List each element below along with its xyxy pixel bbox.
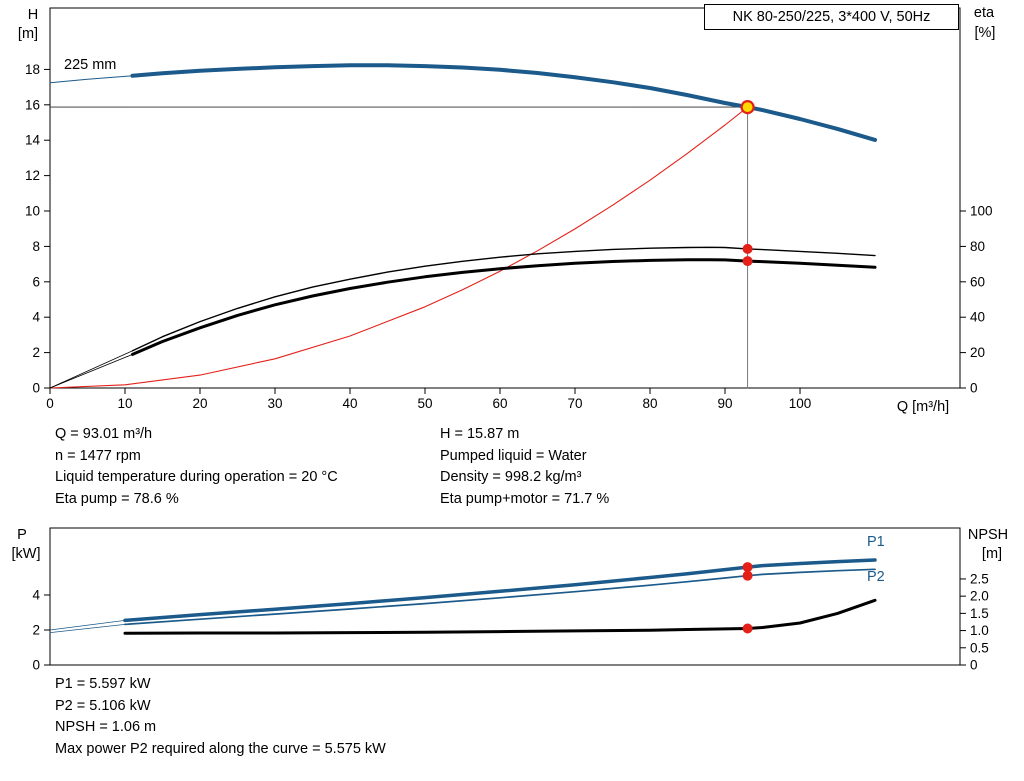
tick-label: 6 xyxy=(32,274,40,289)
p2-curve xyxy=(124,568,876,626)
y-left-axis-title-line2: [m] xyxy=(18,26,38,42)
info-line-pumped-liquid: Pumped liquid = Water xyxy=(440,447,587,464)
tick-label: 18 xyxy=(25,62,40,77)
system-curve xyxy=(49,106,749,389)
p2-lead xyxy=(49,624,126,633)
eta-pump-motor-point xyxy=(742,256,753,267)
p2-curve-label: P2 xyxy=(867,569,885,585)
info-line-npsh: NPSH = 1.06 m xyxy=(55,719,157,735)
tick-label: 12 xyxy=(25,168,40,183)
info-line-head: H = 15.87 m xyxy=(440,426,520,442)
tick-label: 90 xyxy=(718,396,733,411)
p-axis-title-line2: [kW] xyxy=(12,546,41,562)
head-curve xyxy=(130,63,877,142)
tick-label: 0.5 xyxy=(970,640,989,655)
tick-label: 80 xyxy=(643,396,658,411)
eta-pump-point xyxy=(742,243,753,254)
tick-label: 30 xyxy=(267,396,282,411)
tick-label: 2.5 xyxy=(970,571,989,586)
tick-label: 16 xyxy=(25,97,40,112)
tick-label: 4 xyxy=(32,310,40,325)
tick-label: 0 xyxy=(32,658,40,673)
p1-lead xyxy=(49,620,126,631)
tick-label: 8 xyxy=(32,239,40,254)
p1-curve-label: P1 xyxy=(867,534,885,550)
hq-eta-chart: 0 2 4 6 8 10 12 14 16 18 0 20 40 60 80 100 0 10 20 30 40 50 60… xyxy=(18,5,996,415)
tick-label: 50 xyxy=(417,396,432,411)
npsh-point xyxy=(742,623,753,634)
y-right-axis-title-line1: eta xyxy=(974,5,995,21)
tick-label: 2.0 xyxy=(970,589,989,604)
p-axis-title-line1: P xyxy=(17,527,27,543)
tick-label: 70 xyxy=(567,396,582,411)
npsh-axis-title-line1: NPSH xyxy=(968,527,1008,543)
p1-curve xyxy=(123,558,877,623)
info-line-speed: n = 1477 rpm xyxy=(55,447,141,464)
power-info-column: P1 = 5.597 kW P2 = 5.106 kW NPSH = 1.06 … xyxy=(55,674,386,760)
npsh-curve xyxy=(123,598,877,635)
eta-pump-lead xyxy=(49,350,133,389)
duty-point xyxy=(740,100,755,115)
tick-label: 14 xyxy=(25,133,41,148)
tick-label: 60 xyxy=(970,274,985,289)
tick-label: 40 xyxy=(970,310,985,325)
info-line-eta-pump: Eta pump = 78.6 % xyxy=(55,490,179,507)
p1-point xyxy=(742,562,753,573)
tick-label: 80 xyxy=(970,239,985,254)
power-npsh-chart: 0 2 4 0 0.5 1.0 1.5 2.0 2.5 P [kW] NPSH [m] P1 P2 xyxy=(12,527,1009,673)
power-npsh-chart-frame xyxy=(49,527,961,666)
npsh-axis-title-line2: [m] xyxy=(982,546,1002,562)
tick-label: 10 xyxy=(117,396,132,411)
tick-label: 0 xyxy=(970,658,978,673)
info-line-eta-pump-motor: Eta pump+motor = 71.7 % xyxy=(440,490,610,507)
hq-eta-chart-frame xyxy=(49,7,961,389)
pump-type-box: NK 80-250/225, 3*400 V, 50Hz xyxy=(704,4,959,30)
head-curve-lead xyxy=(49,75,133,84)
tick-label: 100 xyxy=(789,396,812,411)
pump-type-label: NK 80-250/225, 3*400 V, 50Hz xyxy=(732,9,931,25)
info-line-p2: P2 = 5.106 kW xyxy=(55,697,151,714)
tick-label: 10 xyxy=(25,204,40,219)
info-line-density: Density = 998.2 kg/m³ xyxy=(440,469,582,485)
tick-label: 4 xyxy=(32,588,40,603)
tick-label: 2 xyxy=(32,345,40,360)
tick-label: 1.5 xyxy=(970,606,989,621)
tick-label: 40 xyxy=(342,396,357,411)
tick-label: 0 xyxy=(46,396,54,411)
tick-label: 0 xyxy=(970,381,978,396)
y-left-axis-title-line1: H xyxy=(28,7,38,23)
duty-info-left-column: Q = 93.01 m³/h n = 1477 rpm Liquid tempe… xyxy=(55,424,338,510)
impeller-diameter-label: 225 mm xyxy=(64,57,116,73)
tick-label: 20 xyxy=(192,396,207,411)
tick-label: 0 xyxy=(32,381,40,396)
tick-label: 100 xyxy=(970,204,993,219)
x-axis-title: Q [m³/h] xyxy=(897,399,949,415)
p2-point xyxy=(742,570,753,581)
tick-label: 2 xyxy=(32,623,40,638)
info-line-p1: P1 = 5.597 kW xyxy=(55,676,151,692)
info-line-flow: Q = 93.01 m³/h xyxy=(55,426,153,442)
tick-label: 1.0 xyxy=(970,623,989,638)
eta-pump-motor-lead xyxy=(49,353,133,389)
info-line-max-power: Max power P2 required along the curve = … xyxy=(55,740,386,757)
y-right-axis-title-line2: [%] xyxy=(975,25,996,41)
duty-info-right-column: H = 15.87 m Pumped liquid = Water Densit… xyxy=(440,424,609,510)
info-line-liquid-temperature: Liquid temperature during operation = 20… xyxy=(55,469,338,485)
tick-label: 60 xyxy=(492,396,507,411)
tick-label: 20 xyxy=(970,345,985,360)
